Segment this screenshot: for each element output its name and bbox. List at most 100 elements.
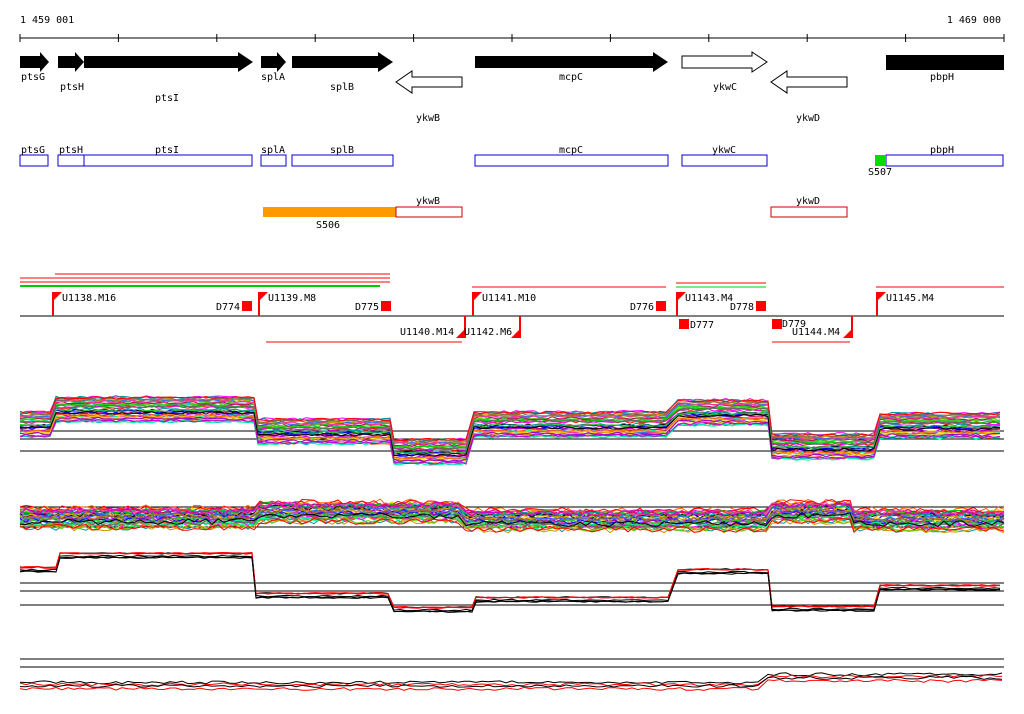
sigma-site-orange[interactable] (263, 207, 396, 217)
downshift-markers: D774 D775 D776 D778 (216, 301, 766, 313)
antisense-label-ykwB: ykwB (416, 196, 440, 207)
gene-label-ptsH: ptsH (60, 82, 84, 93)
downshift-square[interactable] (756, 301, 766, 311)
gene-arrow-splB[interactable] (292, 52, 393, 72)
annotation-box-ykwC[interactable] (681, 154, 768, 167)
upshift-flag[interactable] (511, 330, 519, 338)
profile-line (19, 675, 1003, 688)
gene-arrow-ykwD[interactable] (770, 70, 848, 94)
downshift-label: D779 (782, 319, 806, 330)
profile-line (19, 395, 1001, 442)
profile-line (19, 554, 1001, 612)
upshift-flag[interactable] (843, 330, 851, 338)
downshift-label: D774 (216, 302, 240, 313)
gene-arrow-pbpH[interactable] (886, 55, 1004, 70)
profile-line (19, 413, 1001, 460)
antisense-box-ykwD[interactable] (770, 206, 848, 218)
profile-line (19, 512, 1005, 527)
annotation-box-ptsI[interactable] (83, 154, 253, 167)
profile-line (19, 399, 1001, 445)
upshift-label: U1140.M14 (400, 327, 454, 338)
annotation-box-pbpH[interactable] (885, 154, 1004, 167)
downshift-label: D775 (355, 302, 379, 313)
downshift-square[interactable] (656, 301, 666, 311)
upshift-label: U1138.M16 (62, 293, 116, 304)
summary-panel-antisense (19, 658, 1004, 691)
upshift-flag[interactable] (474, 292, 482, 300)
upshift-markers: U1138.M16 U1139.M8 U1141.M10 U1143.M4 U1… (52, 292, 934, 316)
annotation-label-ptsI: ptsI (155, 145, 179, 156)
gene-label-pbpH: pbpH (930, 72, 954, 83)
profile-line (19, 404, 1001, 451)
upshift-flag[interactable] (54, 292, 62, 300)
ruler-start-label: 1 459 001 (20, 15, 74, 26)
annotation-label-ykwC: ykwC (712, 145, 736, 156)
gene-label-splB: splB (330, 82, 354, 93)
sigma-label-S506: S506 (316, 220, 340, 231)
annotation-track: ptsG ptsH ptsI splA splB mcpC ykwC pbpH … (19, 145, 1004, 178)
gene-arrow-mcpC[interactable] (475, 52, 668, 72)
summary-panel-sense (19, 551, 1004, 613)
annotation-box-splA[interactable] (260, 154, 287, 167)
profile-line (19, 418, 1001, 465)
upshift-flag[interactable] (678, 292, 686, 300)
gene-label-ykwC: ykwC (713, 82, 737, 93)
profile-line (19, 518, 1005, 534)
profile-line (19, 510, 1005, 526)
ruler-ticks (19, 34, 1005, 42)
gene-track: ptsG ptsH ptsI splA splB ykwB mcpC ykwC … (20, 51, 1004, 124)
annotation-box-ptsH[interactable] (57, 154, 85, 167)
antisense-summary-lines (19, 672, 1003, 691)
gene-arrow-ptsG[interactable] (20, 52, 49, 72)
upshift-label: U1142.M6 (464, 327, 512, 338)
downshift-label: D777 (690, 320, 714, 331)
profile-line (19, 501, 1005, 517)
coordinate-ruler: 1 459 001 1 469 000 (19, 15, 1005, 42)
profile-line (19, 674, 1003, 687)
antisense-markers: U1140.M14 U1142.M6 U1144.M4 D777 D779 (400, 316, 853, 338)
segmentation-track: U1138.M16 U1139.M8 U1141.M10 U1143.M4 U1… (20, 273, 1004, 343)
sense-profile-lines (19, 395, 1001, 466)
profile-line (19, 410, 1001, 457)
gene-label-ptsG: ptsG (21, 72, 45, 83)
expression-panel-sense (19, 395, 1004, 466)
annotation-box-mcpC[interactable] (474, 154, 669, 167)
gene-arrow-splA[interactable] (261, 52, 286, 72)
upshift-flag[interactable] (260, 292, 268, 300)
profile-line (19, 416, 1001, 463)
profile-line (19, 498, 1005, 514)
profile-line (19, 508, 1005, 524)
antisense-label-ykwD: ykwD (796, 196, 820, 207)
sigma-site-green[interactable] (875, 155, 886, 166)
profile-line (19, 555, 1001, 613)
profile-line (19, 517, 1005, 534)
upshift-label: U1144.M4 (792, 327, 840, 338)
gene-arrow-ptsH[interactable] (58, 52, 84, 72)
gene-arrow-ptsI[interactable] (84, 52, 253, 72)
gene-arrow-ykwC[interactable] (681, 51, 768, 73)
gene-label-ykwD: ykwD (796, 113, 820, 124)
annotation-label-pbpH: pbpH (930, 145, 954, 156)
upshift-flag[interactable] (878, 292, 886, 300)
profile-line (19, 552, 1001, 609)
upshift-label: U1145.M4 (886, 293, 934, 304)
antisense-box-ykwB[interactable] (395, 206, 463, 218)
annotation-label-ptsH: ptsH (59, 145, 83, 156)
downshift-square[interactable] (381, 301, 391, 311)
downshift-square[interactable] (242, 301, 252, 311)
profile-line (19, 403, 1001, 450)
upshift-flag[interactable] (456, 330, 464, 338)
downshift-square[interactable] (772, 319, 782, 329)
gene-label-splA: splA (261, 72, 285, 83)
downshift-square[interactable] (679, 319, 689, 329)
profile-line (19, 678, 1003, 691)
annotation-box-ptsG[interactable] (19, 154, 49, 167)
gene-arrow-ykwB[interactable] (395, 70, 463, 94)
upshift-label: U1143.M4 (685, 293, 733, 304)
annotation-box-splB[interactable] (291, 154, 394, 167)
segment-lines-upper (20, 273, 1004, 343)
gene-label-ptsI: ptsI (155, 93, 179, 104)
profile-line (19, 408, 1001, 455)
profile-line (19, 508, 1005, 523)
gene-label-mcpC: mcpC (559, 72, 583, 83)
